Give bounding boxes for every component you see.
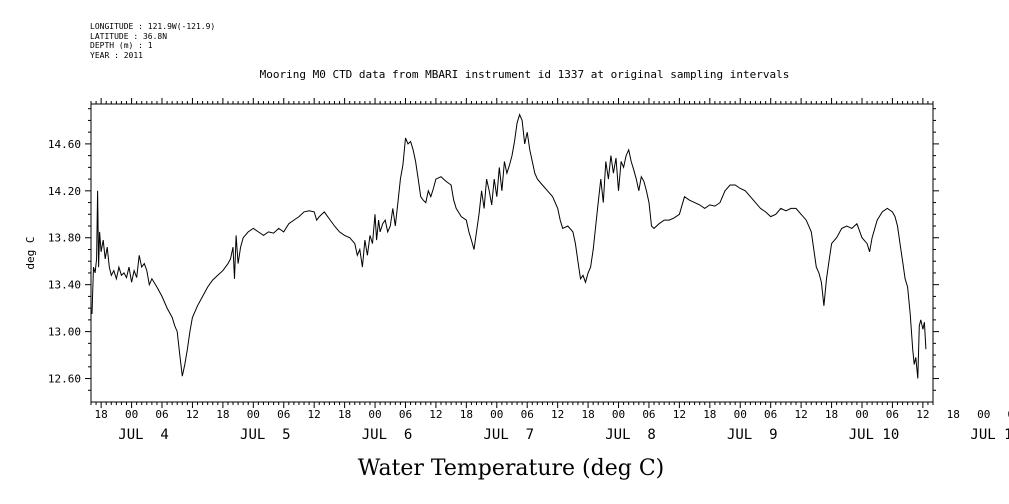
x-hour-label: 06	[642, 408, 655, 421]
x-hour-label: 06	[1008, 408, 1009, 421]
chart-title: Mooring M0 CTD data from MBARI instrumen…	[259, 68, 790, 81]
x-hour-label: 00	[247, 408, 260, 421]
x-hour-label: 00	[490, 408, 503, 421]
y-tick-label: 12.60	[48, 373, 81, 386]
x-hour-label: 06	[399, 408, 412, 421]
longitude-text: LONGITUDE : 121.9W(-121.9)	[90, 22, 216, 31]
series-line-0	[91, 113, 927, 379]
x-hour-label: 00	[125, 408, 138, 421]
x-hour-label: 12	[794, 408, 807, 421]
y-axis: 12.60 13.00 13.40 13.80 14.20 14.60	[48, 108, 939, 391]
x-hour-label: 06	[277, 408, 290, 421]
y-tick-label: 13.00	[48, 326, 81, 339]
x-hour-label: 06	[155, 408, 168, 421]
x-day-label: JUL 10	[849, 427, 900, 443]
x-hour-label: 18	[947, 408, 960, 421]
x-hour-label: 12	[429, 408, 442, 421]
x-hour-label: 18	[95, 408, 108, 421]
series-layer	[91, 113, 927, 379]
x-hour-label: 06	[764, 408, 777, 421]
x-hour-label: 18	[703, 408, 716, 421]
x-day-label: JUL 8	[605, 427, 656, 443]
x-axis-title: Water Temperature (deg C)	[358, 456, 665, 481]
x-hour-label: 06	[886, 408, 899, 421]
x-hour-label: 12	[916, 408, 929, 421]
x-hour-label: 18	[216, 408, 229, 421]
depth-text: DEPTH (m) : 1	[90, 41, 153, 51]
latitude-text: LATITUDE : 36.8N	[90, 31, 168, 41]
x-hour-label: 00	[368, 408, 381, 421]
x-hour-label: 18	[581, 408, 594, 421]
x-hour-label: 18	[338, 408, 351, 421]
x-day-label: JUL 9	[727, 427, 778, 443]
metadata-block: LONGITUDE : 121.9W(-121.9) LATITUDE : 36…	[90, 22, 215, 60]
x-day-label: JUL 4	[118, 427, 169, 443]
y-tick-label: 13.80	[48, 232, 81, 245]
x-day-label: JUL 11	[970, 427, 1009, 443]
x-day-label: JUL 5	[240, 427, 291, 443]
x-hour-label: 00	[612, 408, 625, 421]
year-text: YEAR : 2011	[90, 50, 143, 60]
plot-frame	[90, 103, 934, 403]
y-tick-label: 13.40	[48, 279, 81, 292]
x-axis: 18 00 06 12 18 00 06 12 18 00 06 12 18 00 06 12 18 00 06 12…	[90, 98, 1009, 443]
y-tick-label: 14.20	[48, 185, 81, 198]
x-hour-label: 00	[977, 408, 990, 421]
x-hour-label: 12	[673, 408, 686, 421]
y-tick-label: 14.60	[48, 138, 81, 151]
x-hour-label: 12	[186, 408, 199, 421]
x-hour-label: 00	[855, 408, 868, 421]
x-day-label: JUL 6	[362, 427, 413, 443]
y-axis-title: deg C	[24, 236, 37, 269]
x-hour-label: 12	[551, 408, 564, 421]
x-hour-label: 18	[825, 408, 838, 421]
x-hour-label: 12	[308, 408, 321, 421]
x-hour-label: 06	[521, 408, 534, 421]
x-day-label: JUL 7	[483, 427, 534, 443]
x-hour-label: 18	[460, 408, 473, 421]
x-hour-label: 00	[734, 408, 747, 421]
